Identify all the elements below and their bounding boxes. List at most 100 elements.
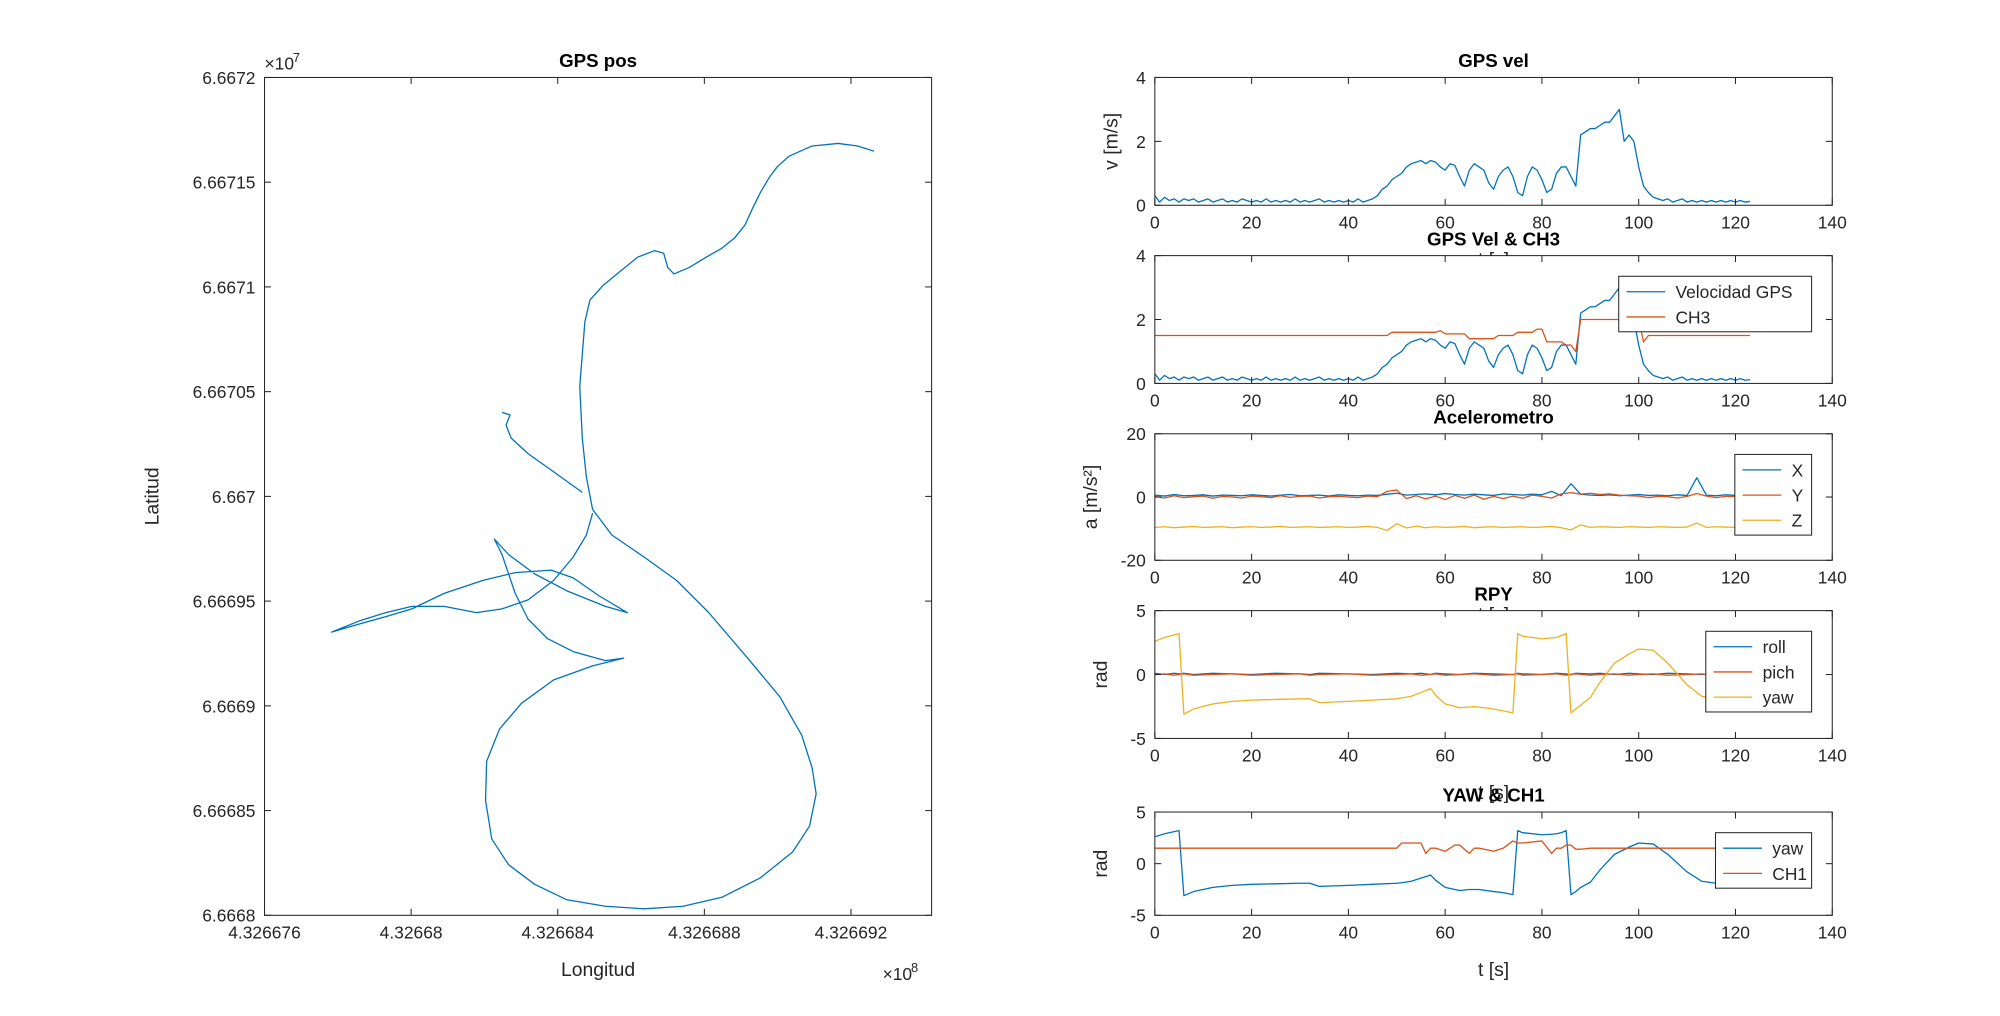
- x-tick-label: 140: [1818, 568, 1847, 588]
- axes-background: [264, 77, 932, 916]
- x-tick-label: 40: [1339, 746, 1358, 766]
- y-tick-label: -20: [1121, 551, 1146, 571]
- x-tick-label: 40: [1339, 923, 1358, 943]
- y-tick-label: 6.6671: [202, 277, 255, 297]
- y-tick-label: 2: [1136, 310, 1146, 330]
- x-tick-label: 140: [1818, 212, 1847, 232]
- x-multiplier-exponent: 8: [911, 960, 918, 975]
- chart-title: RPY: [1474, 583, 1513, 604]
- x-tick-label: 40: [1339, 568, 1358, 588]
- x-tick-label: 4.326676: [228, 923, 301, 943]
- x-tick-label: 120: [1721, 212, 1750, 232]
- x-tick-label: 100: [1624, 391, 1653, 411]
- y-tick-label: -5: [1130, 906, 1145, 926]
- data-line: [1154, 673, 1751, 676]
- x-tick-label: 40: [1339, 391, 1358, 411]
- legend-label: Y: [1792, 486, 1804, 506]
- legend-label: yaw: [1763, 688, 1794, 708]
- x-tick-label: 20: [1242, 212, 1261, 232]
- x-tick-label: 0: [1150, 746, 1160, 766]
- x-tick-label: 4.326684: [521, 923, 594, 943]
- x-tick-label: 80: [1532, 923, 1551, 943]
- data-line: [1154, 318, 1750, 353]
- legend-box: [1618, 275, 1813, 333]
- y-tick-label: 6.66705: [193, 382, 256, 402]
- x-tick-label: 100: [1624, 746, 1653, 766]
- y-tick-label: 20: [1126, 424, 1145, 444]
- x-multiplier: ×10: [883, 964, 913, 984]
- y-tick-label: 0: [1136, 854, 1146, 874]
- x-tick-label: 20: [1242, 568, 1261, 588]
- y-tick-label: 6.667: [212, 487, 256, 507]
- y-tick-label: 6.66715: [193, 173, 256, 193]
- y-tick-label: 4: [1136, 246, 1146, 266]
- chart-title: Acelerometro: [1433, 406, 1554, 427]
- y-tick-label: 4: [1136, 68, 1146, 88]
- x-tick-label: 140: [1818, 746, 1847, 766]
- y-tick-label: -5: [1130, 729, 1145, 749]
- y-tick-label: 5: [1136, 802, 1146, 822]
- y-axis-label: a [m/s²]: [1080, 465, 1102, 530]
- y-tick-label: 2: [1136, 132, 1146, 152]
- x-tick-label: 120: [1721, 746, 1750, 766]
- y-tick-label: 0: [1136, 487, 1146, 507]
- x-tick-label: 80: [1532, 212, 1551, 232]
- x-axis-label: Longitud: [561, 959, 635, 981]
- data-line: [1154, 829, 1751, 897]
- x-tick-label: 60: [1435, 746, 1454, 766]
- x-axis-label: t [s]: [1478, 782, 1509, 804]
- x-tick-label: 120: [1721, 391, 1750, 411]
- x-tick-label: 0: [1150, 923, 1160, 943]
- chart-title: GPS vel: [1458, 50, 1529, 71]
- x-tick-label: 100: [1624, 923, 1653, 943]
- data-line: [1154, 632, 1751, 715]
- y-multiplier-exponent: 7: [293, 50, 300, 65]
- y-tick-label: 6.6669: [202, 696, 255, 716]
- x-tick-label: 0: [1150, 568, 1160, 588]
- x-tick-label: 60: [1435, 568, 1454, 588]
- data-line: [330, 142, 875, 910]
- x-tick-label: 120: [1721, 568, 1750, 588]
- axes-background: [1154, 77, 1833, 206]
- x-tick-label: 60: [1435, 212, 1454, 232]
- data-line: [1154, 286, 1751, 381]
- x-tick-label: 20: [1242, 391, 1261, 411]
- data-line: [1154, 489, 1746, 501]
- legend-box: [1714, 832, 1813, 889]
- y-axis-label: v [m/s]: [1100, 113, 1122, 170]
- x-tick-label: 80: [1532, 391, 1551, 411]
- chart-title: GPS pos: [559, 50, 637, 71]
- x-tick-label: 4.32668: [380, 923, 443, 943]
- legend-label: pich: [1763, 662, 1795, 682]
- x-tick-label: 0: [1150, 391, 1160, 411]
- y-multiplier: ×10: [265, 54, 295, 74]
- data-line: [1154, 108, 1751, 203]
- x-tick-label: 20: [1242, 746, 1261, 766]
- legend-label: Velocidad GPS: [1675, 282, 1792, 302]
- chart-title: GPS Vel & CH3: [1427, 228, 1560, 249]
- x-tick-label: 120: [1721, 923, 1750, 943]
- data-line: [1154, 477, 1746, 497]
- legend-label: roll: [1763, 637, 1786, 657]
- x-tick-label: 20: [1242, 923, 1261, 943]
- legend-label: CH3: [1675, 307, 1710, 327]
- legend-label: yaw: [1772, 839, 1803, 859]
- x-tick-label: 100: [1624, 212, 1653, 232]
- data-line: [1154, 840, 1750, 854]
- y-tick-label: 0: [1136, 374, 1146, 394]
- x-tick-label: 140: [1818, 923, 1847, 943]
- legend-label: X: [1792, 460, 1804, 480]
- y-tick-label: 5: [1136, 601, 1146, 621]
- data-line: [1154, 522, 1746, 532]
- x-tick-label: 60: [1435, 923, 1454, 943]
- y-tick-label: 0: [1136, 196, 1146, 216]
- y-axis-label: rad: [1090, 850, 1112, 878]
- y-tick-label: 6.6668: [202, 906, 255, 926]
- x-tick-label: 80: [1532, 746, 1551, 766]
- x-tick-label: 80: [1532, 568, 1551, 588]
- x-tick-label: 100: [1624, 568, 1653, 588]
- x-tick-label: 4.326692: [815, 923, 888, 943]
- x-tick-label: 40: [1339, 212, 1358, 232]
